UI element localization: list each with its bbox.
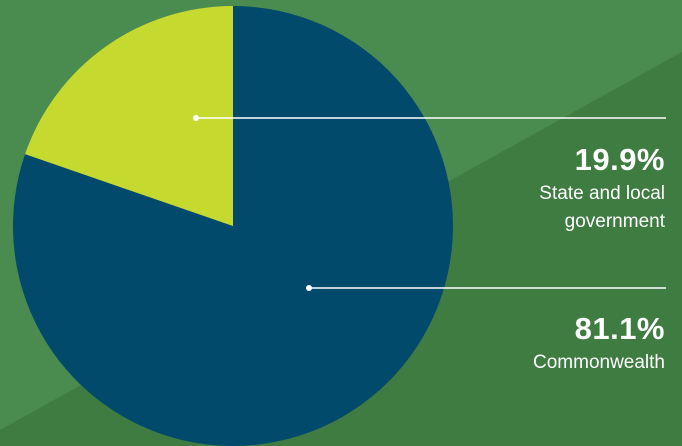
commonwealth-name: Commonwealth [533,352,665,373]
leader-lines [193,115,666,291]
slice-state-local [25,6,233,226]
pie-slices [12,6,453,446]
state-local-name: State and local government [539,183,665,232]
slice-commonwealth [12,6,453,446]
commonwealth-percent: 81.1% [574,311,665,346]
state-local-percent: 19.9% [574,142,665,177]
commonwealth-label: 81.1% Commonwealth [533,311,665,377]
state-local-leader-dot [193,115,199,121]
commonwealth-leader-dot [306,285,312,291]
state-local-label: 19.9% State and local government [539,142,665,236]
